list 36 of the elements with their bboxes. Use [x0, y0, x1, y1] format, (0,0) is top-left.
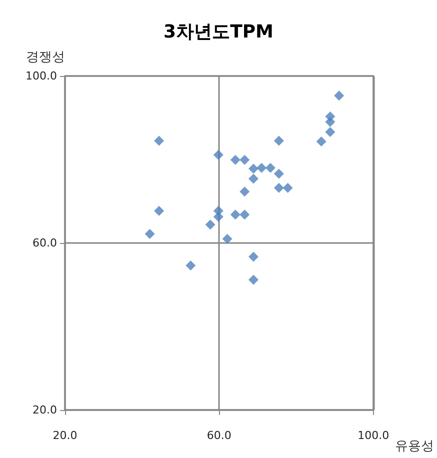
y-tick-label: 60.0: [32, 236, 57, 250]
point: [230, 154, 240, 165]
point: [222, 234, 232, 244]
point: [274, 136, 284, 146]
y-axis-title: 경쟁성: [26, 50, 65, 65]
point: [325, 126, 336, 137]
x-tick-label: 100.0: [358, 429, 390, 442]
point: [325, 116, 336, 127]
point: [334, 90, 344, 101]
point: [205, 220, 216, 230]
point: [265, 162, 276, 173]
point: [248, 164, 258, 174]
point: [274, 182, 284, 193]
point: [240, 210, 250, 220]
x-tick-label: 20.0: [52, 429, 78, 442]
point: [240, 186, 250, 197]
point: [186, 260, 196, 271]
x-axis-title: 유용성: [395, 439, 434, 454]
point: [154, 136, 164, 146]
point: [274, 168, 284, 179]
point: [282, 182, 293, 193]
point: [230, 210, 240, 220]
point: [240, 154, 250, 165]
point: [248, 174, 258, 184]
point: [213, 212, 224, 222]
y-tick-label: 20.0: [32, 404, 57, 416]
point: [248, 274, 258, 285]
chart-title: 3차년도TPM: [164, 22, 274, 42]
point: [213, 150, 224, 160]
point: [144, 228, 155, 239]
point: [154, 206, 164, 216]
point: [256, 162, 267, 173]
point: [316, 136, 326, 147]
x-tick-label: 60.0: [206, 429, 232, 442]
y-tick-label: 100.0: [26, 70, 57, 82]
point: [248, 252, 258, 262]
